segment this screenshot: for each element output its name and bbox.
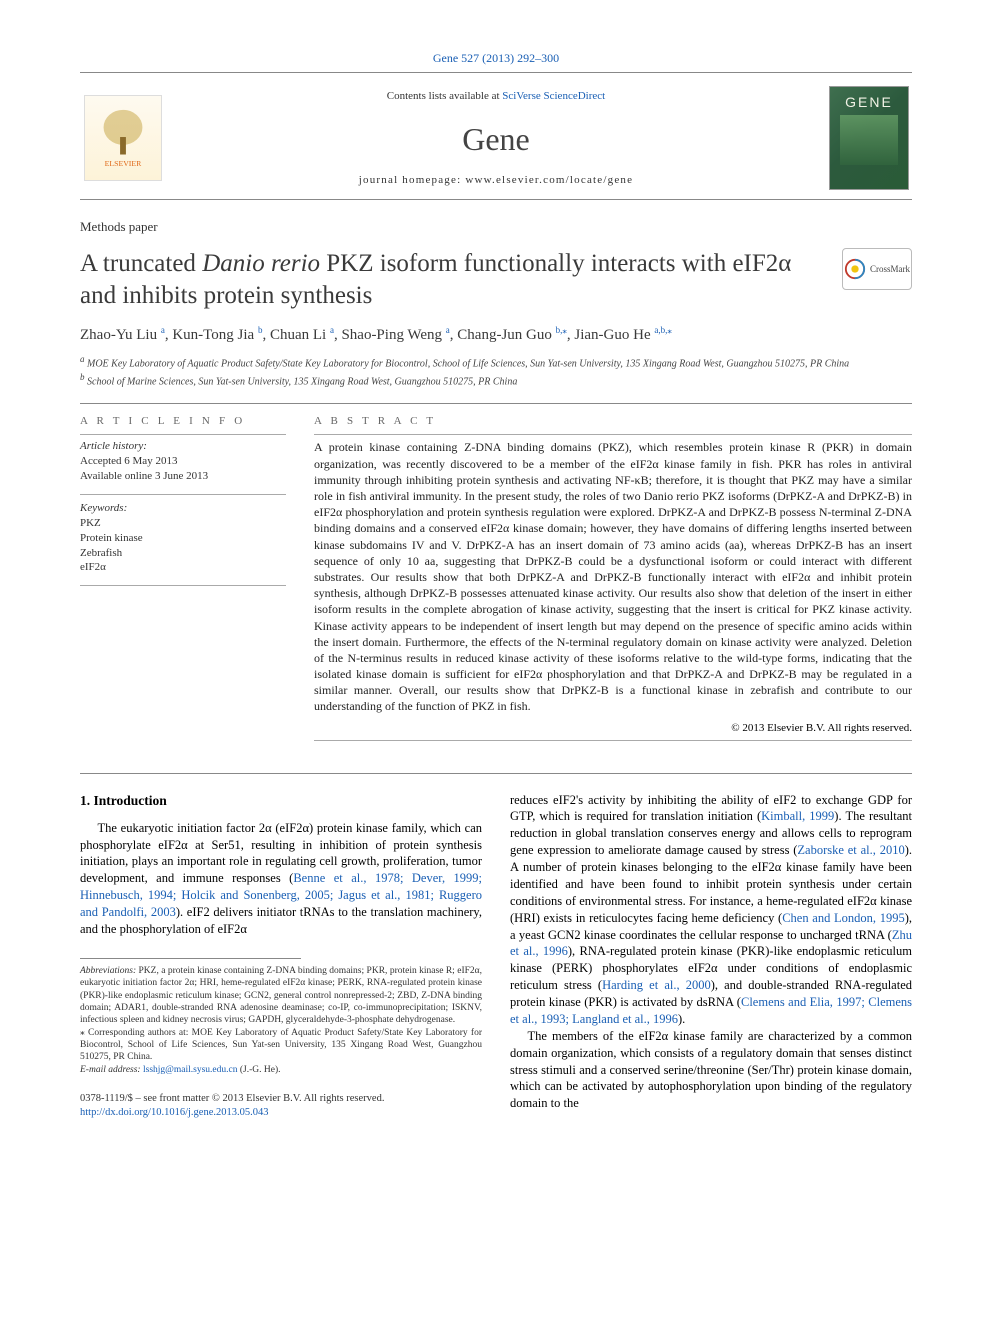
email-footnote: E-mail address: lsshjg@mail.sysu.edu.cn … xyxy=(80,1064,482,1076)
ref-link-harding[interactable]: Harding et al., 2000 xyxy=(602,978,711,992)
author: Kun-Tong Jia b xyxy=(172,327,262,343)
abstract-copyright: © 2013 Elsevier B.V. All rights reserved… xyxy=(314,721,912,736)
sciencedirect-link[interactable]: SciVerse ScienceDirect xyxy=(502,90,605,102)
crossmark-label: CrossMark xyxy=(870,263,910,275)
footnote-rule xyxy=(80,958,301,959)
author: Shao-Ping Weng a xyxy=(341,327,449,343)
issn-line: 0378-1119/$ – see front matter © 2013 El… xyxy=(80,1092,482,1106)
abbreviations-footnote: Abbreviations: PKZ, a protein kinase con… xyxy=(80,965,482,1027)
author: Jian-Guo He a,b,⁎ xyxy=(574,327,671,343)
author-aff-link[interactable]: b xyxy=(258,325,263,335)
affiliation: a MOE Key Laboratory of Aquatic Product … xyxy=(80,353,912,371)
accepted-date: Accepted 6 May 2013 xyxy=(80,454,286,469)
corresponding-footnote: ⁎ Corresponding authors at: MOE Key Labo… xyxy=(80,1027,482,1064)
elsevier-tree-icon: ELSEVIER xyxy=(92,104,154,172)
author: Chang-Jun Guo b,⁎ xyxy=(457,327,567,343)
elsevier-logo: ELSEVIER xyxy=(84,95,162,181)
online-date: Available online 3 June 2013 xyxy=(80,469,286,484)
keyword: eIF2α xyxy=(80,560,286,575)
abstract-rule-bottom xyxy=(314,740,912,741)
intro-para-2: The members of the eIF2α kinase family a… xyxy=(510,1028,912,1112)
journal-name: Gene xyxy=(174,118,818,161)
elsevier-wordmark: ELSEVIER xyxy=(105,159,142,168)
journal-cover-thumbnail: GENE xyxy=(830,87,908,189)
article-title: A truncated Danio rerio PKZ isoform func… xyxy=(80,248,824,312)
body-column-right: reduces eIF2's activity by inhibiting th… xyxy=(510,792,912,1121)
author-aff-link[interactable]: a xyxy=(330,325,334,335)
rule-above-meta xyxy=(80,403,912,404)
intro-para-1: The eukaryotic initiation factor 2α (eIF… xyxy=(80,820,482,938)
abstract-body: A protein kinase containing Z-DNA bindin… xyxy=(314,439,912,714)
author-aff-link[interactable]: b,⁎ xyxy=(556,325,567,335)
author: Zhao-Yu Liu a xyxy=(80,327,165,343)
journal-homepage-url[interactable]: www.elsevier.com/locate/gene xyxy=(465,174,633,186)
ref-link-chen[interactable]: Chen and London, 1995 xyxy=(782,911,905,925)
article-type: Methods paper xyxy=(80,218,912,236)
crossmark-badge[interactable]: CrossMark xyxy=(842,248,912,290)
ref-link-zaborske[interactable]: Zaborske et al., 2010 xyxy=(797,843,904,857)
corresponding-email-link[interactable]: lsshjg@mail.sysu.edu.cn xyxy=(143,1065,238,1075)
keywords-block: Keywords: PKZProtein kinaseZebrafisheIF2… xyxy=(80,501,286,575)
running-header-link[interactable]: Gene 527 (2013) 292–300 xyxy=(433,51,559,65)
author-aff-link[interactable]: a,b,⁎ xyxy=(654,325,672,335)
introduction-heading: 1. Introduction xyxy=(80,792,482,810)
journal-header-block: ELSEVIER Contents lists available at Sci… xyxy=(80,81,912,200)
intro-para-1-cont: reduces eIF2's activity by inhibiting th… xyxy=(510,792,912,1028)
author-aff-link[interactable]: a xyxy=(446,325,450,335)
keywords-rule-bottom xyxy=(80,585,286,586)
running-header: Gene 527 (2013) 292–300 xyxy=(80,50,912,66)
keywords-rule xyxy=(80,494,286,495)
author-list: Zhao-Yu Liu a, Kun-Tong Jia b, Chuan Li … xyxy=(80,324,912,345)
cover-title: GENE xyxy=(830,93,908,112)
affiliation: b School of Marine Sciences, Sun Yat-sen… xyxy=(80,371,912,389)
author-aff-link[interactable]: a xyxy=(161,325,165,335)
keyword: Zebrafish xyxy=(80,546,286,561)
ref-link-kimball[interactable]: Kimball, 1999 xyxy=(761,809,834,823)
article-info-rule xyxy=(80,434,286,435)
contents-line: Contents lists available at SciVerse Sci… xyxy=(174,89,818,104)
affiliation-list: a MOE Key Laboratory of Aquatic Product … xyxy=(80,353,912,389)
abstract-rule xyxy=(314,434,912,435)
article-info-heading: A R T I C L E I N F O xyxy=(80,414,286,429)
author: Chuan Li a xyxy=(270,327,334,343)
crossmark-icon xyxy=(844,258,866,280)
body-column-left: 1. Introduction The eukaryotic initiatio… xyxy=(80,792,482,1121)
article-history: Article history: Accepted 6 May 2013 Ava… xyxy=(80,439,286,484)
issn-doi-block: 0378-1119/$ – see front matter © 2013 El… xyxy=(80,1092,482,1120)
keyword: PKZ xyxy=(80,516,286,531)
doi-link[interactable]: http://dx.doi.org/10.1016/j.gene.2013.05… xyxy=(80,1107,269,1118)
abstract-heading: A B S T R A C T xyxy=(314,414,912,429)
top-rule xyxy=(80,72,912,73)
keyword: Protein kinase xyxy=(80,531,286,546)
journal-homepage: journal homepage: www.elsevier.com/locat… xyxy=(174,173,818,188)
